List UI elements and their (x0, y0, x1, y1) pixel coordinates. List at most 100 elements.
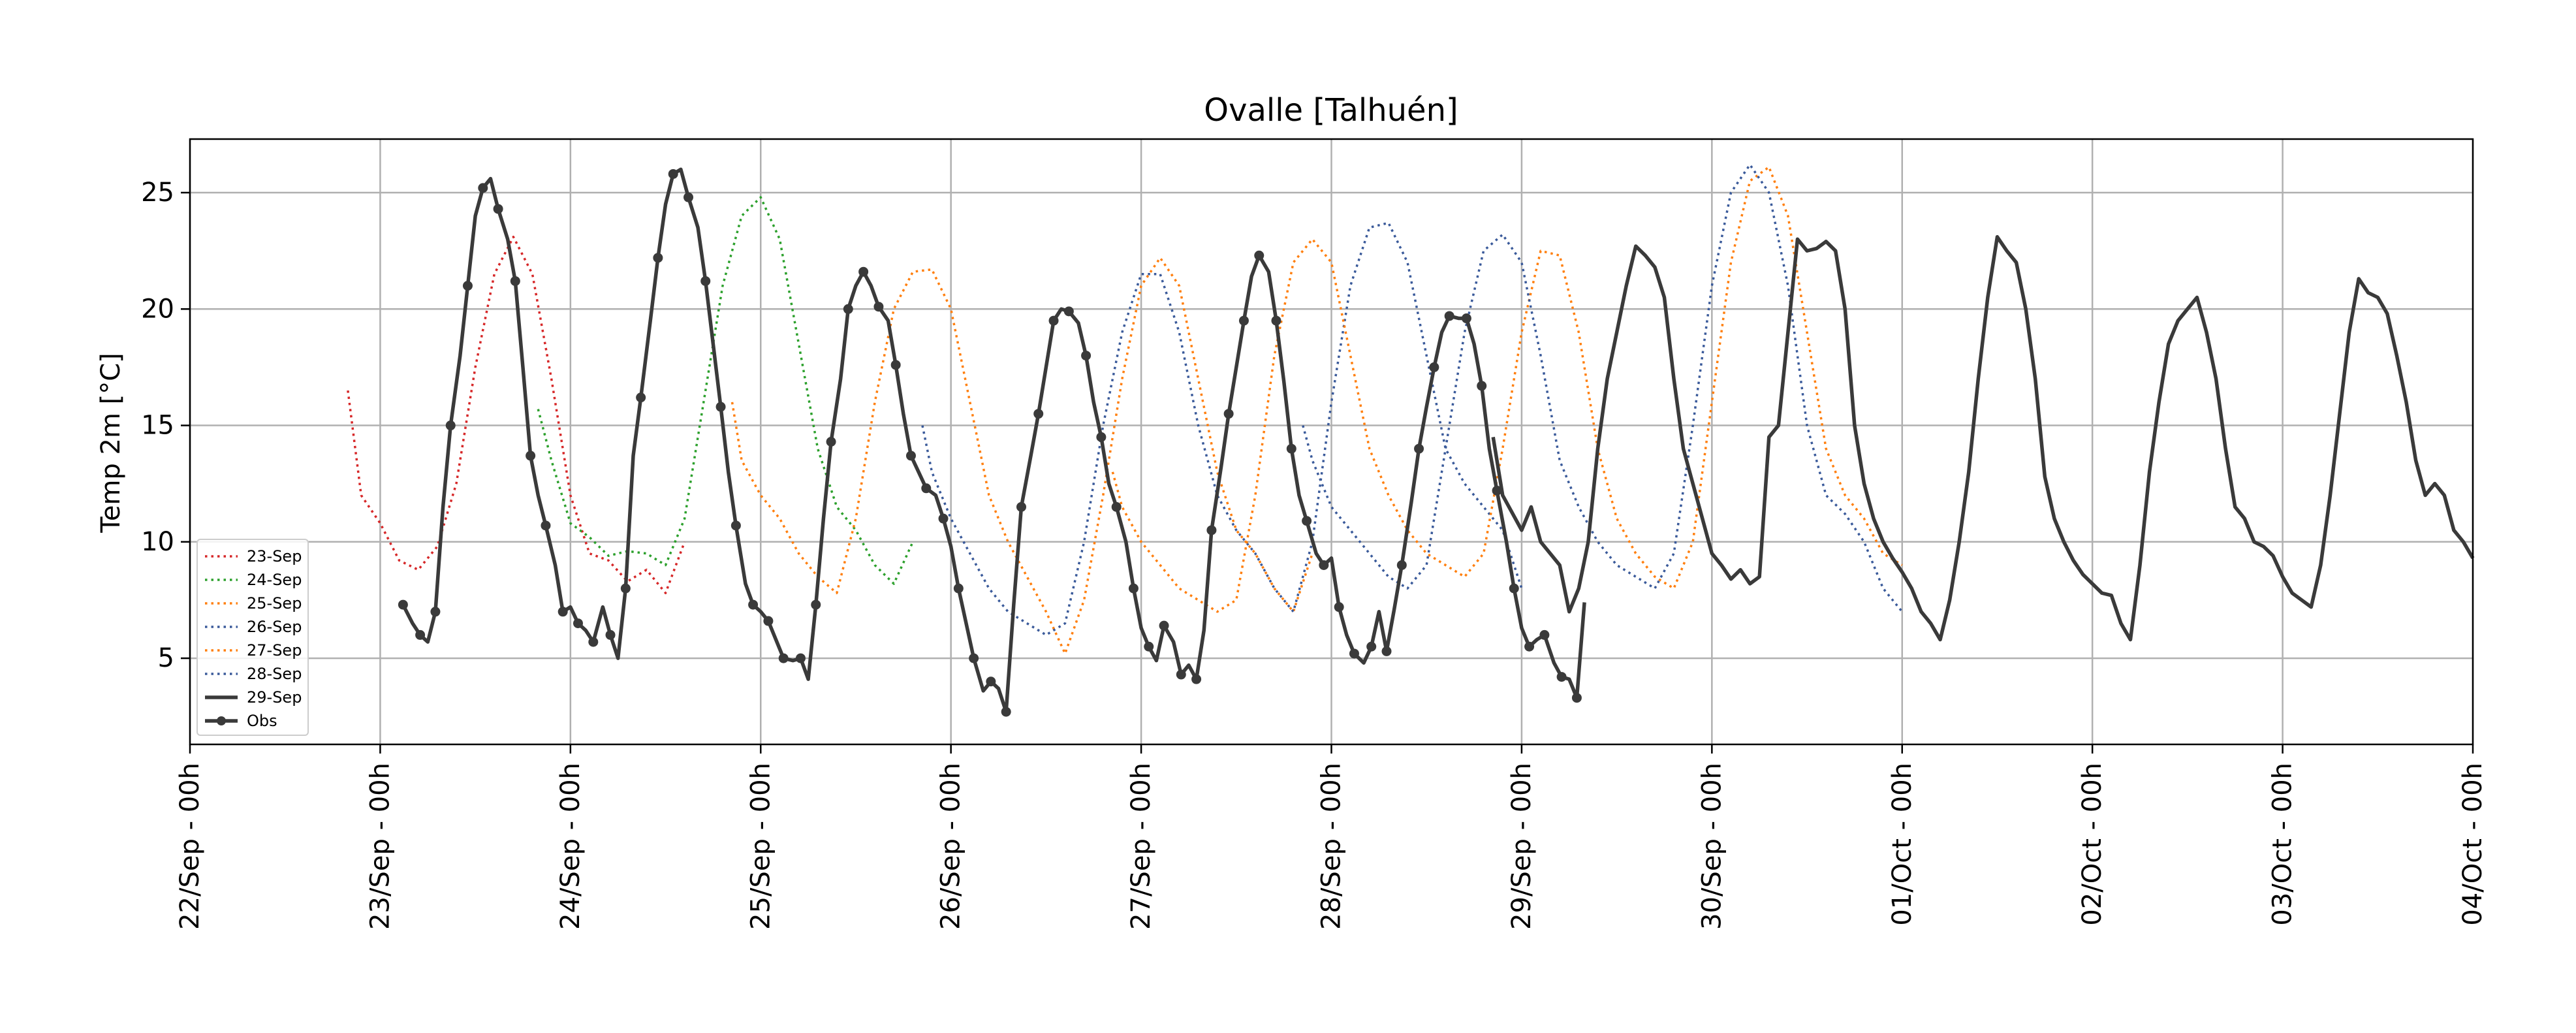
obs-marker (620, 583, 631, 594)
obs-marker (1001, 707, 1011, 717)
obs-marker (1381, 646, 1392, 656)
obs-marker (778, 653, 789, 663)
x-tick-label: 04/Oct - 00h (2458, 763, 2488, 926)
obs-marker (858, 266, 869, 277)
obs-marker (1524, 641, 1535, 652)
obs-marker (873, 302, 884, 312)
obs-marker (938, 513, 949, 524)
obs-marker (921, 483, 932, 494)
x-tick-label: 28/Sep - 00h (1317, 763, 1347, 930)
legend-label: 25-Sep (247, 594, 302, 612)
obs-marker (1444, 311, 1454, 321)
obs-marker (1429, 362, 1439, 372)
obs-marker (526, 451, 536, 461)
x-tick-label: 29/Sep - 00h (1507, 763, 1537, 930)
legend-label: 29-Sep (247, 688, 302, 707)
obs-marker (969, 653, 979, 663)
legend-label: 24-Sep (247, 571, 302, 589)
obs-marker (953, 583, 964, 594)
obs-marker (1111, 501, 1122, 512)
obs-marker (1556, 672, 1567, 682)
obs-marker (1096, 432, 1107, 442)
x-tick-label: 30/Sep - 00h (1697, 763, 1727, 930)
obs-marker (1081, 351, 1092, 361)
series-line-26-sep (921, 221, 1523, 637)
x-tick-label: 26/Sep - 00h (936, 763, 966, 930)
y-tick-label: 20 (141, 294, 174, 324)
series-line-28-sep (1302, 163, 1904, 612)
obs-marker (1016, 501, 1026, 512)
obs-marker (1033, 409, 1044, 419)
y-axis-label: Temp 2m [°C] (96, 353, 126, 533)
obs-marker (1271, 315, 1281, 326)
obs-marker (700, 276, 711, 286)
obs-marker (1396, 560, 1407, 570)
obs-marker (1302, 516, 1312, 526)
obs-marker (398, 599, 408, 610)
obs-marker (1206, 525, 1217, 535)
obs-marker (1509, 583, 1519, 594)
x-tick-label: 03/Oct - 00h (2268, 763, 2298, 926)
obs-marker (1159, 620, 1169, 631)
obs-marker (430, 607, 441, 617)
obs-marker (588, 637, 599, 647)
legend: 23-Sep 24-Sep 25-Sep 26-Sep 27-Sep 28-Sep 29-S… (196, 539, 309, 736)
obs-marker (1349, 648, 1359, 659)
obs-marker (1414, 443, 1424, 454)
obs-marker (445, 421, 456, 431)
series-line-obs (401, 167, 1586, 714)
x-tick-label: 02/Oct - 00h (2077, 763, 2107, 926)
obs-marker (1492, 485, 1502, 496)
legend-label: Obs (247, 712, 277, 730)
chart-title: Ovalle [Talhuén] (1204, 92, 1458, 129)
obs-marker (1461, 313, 1471, 324)
x-tick-label: 01/Oct - 00h (1887, 763, 1917, 926)
y-tick-label: 15 (141, 411, 174, 441)
obs-marker (730, 520, 741, 531)
obs-marker (1223, 409, 1234, 419)
obs-marker (986, 676, 996, 687)
obs-marker (763, 616, 774, 626)
obs-marker (541, 520, 551, 531)
x-tick-label: 23/Sep - 00h (365, 763, 395, 930)
obs-marker (843, 304, 853, 314)
obs-marker (1048, 315, 1059, 326)
obs-marker (415, 629, 426, 640)
legend-box (196, 539, 309, 736)
obs-marker (478, 183, 488, 193)
legend-label: 28-Sep (247, 665, 302, 683)
obs-marker (605, 629, 616, 640)
legend-label: 23-Sep (247, 547, 302, 565)
series-line-23-sep (347, 235, 686, 594)
legend-marker (217, 716, 226, 725)
x-tick-label: 22/Sep - 00h (175, 763, 205, 930)
legend-label: 26-Sep (247, 618, 302, 636)
obs-marker (795, 653, 806, 663)
series-lines (347, 163, 2475, 717)
obs-marker (890, 360, 901, 370)
obs-marker (1571, 693, 1582, 703)
obs-marker (1286, 443, 1296, 454)
obs-marker (1191, 674, 1202, 684)
obs-marker (1238, 315, 1249, 326)
y-tick-label: 25 (141, 178, 174, 208)
axis-ticks: 22/Sep - 00h 23/Sep - 00h 24/Sep - 00h 25/S… (141, 178, 2488, 930)
legend-label: 27-Sep (247, 641, 302, 660)
obs-marker (811, 599, 821, 610)
obs-marker (462, 281, 473, 291)
obs-marker (493, 204, 503, 214)
obs-marker (558, 607, 568, 617)
obs-marker (653, 253, 663, 263)
y-tick-label: 10 (141, 527, 174, 557)
obs-marker (715, 402, 726, 412)
obs-marker (826, 437, 836, 447)
obs-marker (668, 168, 678, 179)
obs-marker (683, 192, 694, 202)
y-tick-label: 5 (158, 643, 174, 673)
obs-marker (1366, 641, 1377, 652)
obs-marker (1128, 583, 1139, 594)
grid-lines (189, 139, 2474, 744)
series-line-29-sep (1491, 234, 2475, 642)
obs-marker (1539, 629, 1550, 640)
